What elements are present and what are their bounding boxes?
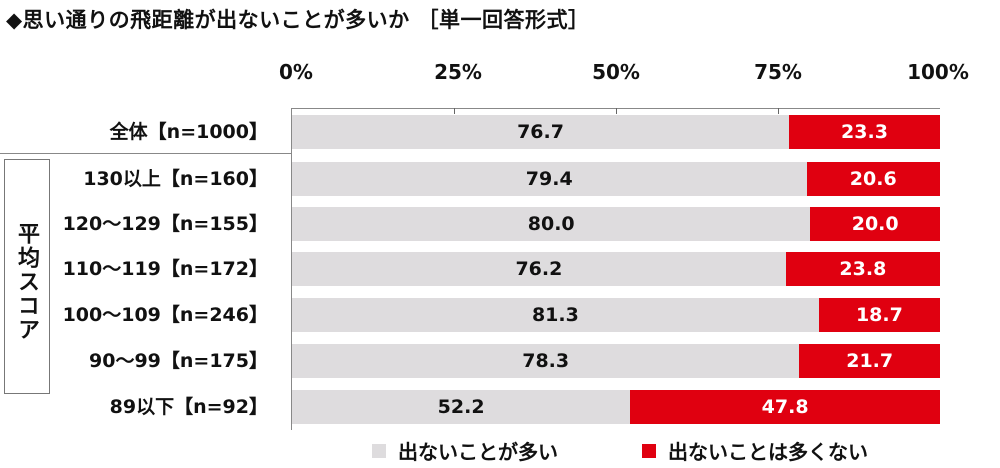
stacked-bar: 80.0 20.0 (292, 207, 940, 241)
stacked-bar: 79.4 20.6 (292, 162, 940, 196)
stacked-bar: 76.2 23.8 (292, 252, 940, 286)
segment-not-often: 20.0 (810, 207, 940, 241)
segment-often: 52.2 (292, 390, 631, 424)
x-tick-mark (616, 108, 617, 114)
stacked-bar: 78.3 21.7 (292, 344, 940, 378)
category-label: 130以上【n=160】 (83, 168, 268, 190)
segment-not-often: 21.7 (799, 344, 940, 378)
category-label: 89以下【n=92】 (109, 396, 268, 418)
y-axis-line (291, 108, 292, 430)
category-label: 100～109【n=246】 (62, 304, 268, 326)
x-tick-label: 0% (279, 60, 313, 84)
segment-often: 78.3 (292, 344, 800, 378)
category-label: 120～129【n=155】 (62, 213, 268, 235)
segment-not-often: 23.8 (785, 252, 940, 286)
segment-not-often: 23.3 (789, 115, 940, 149)
legend-label: 出ないことが多い (398, 440, 558, 464)
legend-item: 出ないことが多い (372, 436, 558, 465)
stacked-bar: 81.3 18.7 (292, 298, 940, 332)
x-tick-label: 25% (434, 60, 482, 84)
legend-label: 出ないことは多くない (668, 440, 868, 464)
legend-swatch-gray (372, 443, 386, 458)
segment-not-often: 18.7 (818, 298, 940, 332)
segment-not-often: 20.6 (806, 162, 940, 196)
stacked-bar: 76.7 23.3 (292, 115, 940, 149)
segment-often: 81.3 (292, 298, 819, 332)
header-separator (0, 153, 292, 154)
stacked-bar: 52.2 47.8 (292, 390, 940, 424)
segment-often: 76.2 (292, 252, 786, 286)
x-tick-label: 50% (592, 60, 640, 84)
x-tick-mark (454, 108, 455, 114)
legend-swatch-red (642, 443, 656, 458)
group-label: 平均スコア (14, 222, 39, 342)
segment-often: 79.4 (292, 162, 807, 196)
segment-often: 80.0 (292, 207, 811, 241)
category-label: 110～119【n=172】 (62, 258, 268, 280)
x-tick-mark (778, 108, 779, 114)
group-box (4, 159, 50, 394)
category-label: 90～99【n=175】 (89, 350, 268, 372)
segment-not-often: 47.8 (630, 390, 940, 424)
chart-title: ◆思い通りの飛距離が出ないことが多いか ［単一回答形式］ (6, 8, 590, 32)
x-tick-label: 100% (907, 60, 969, 84)
legend-item: 出ないことは多くない (642, 436, 868, 465)
segment-often: 76.7 (292, 115, 790, 149)
category-label: 全体【n=1000】 (109, 121, 268, 143)
x-tick-label: 75% (754, 60, 802, 84)
